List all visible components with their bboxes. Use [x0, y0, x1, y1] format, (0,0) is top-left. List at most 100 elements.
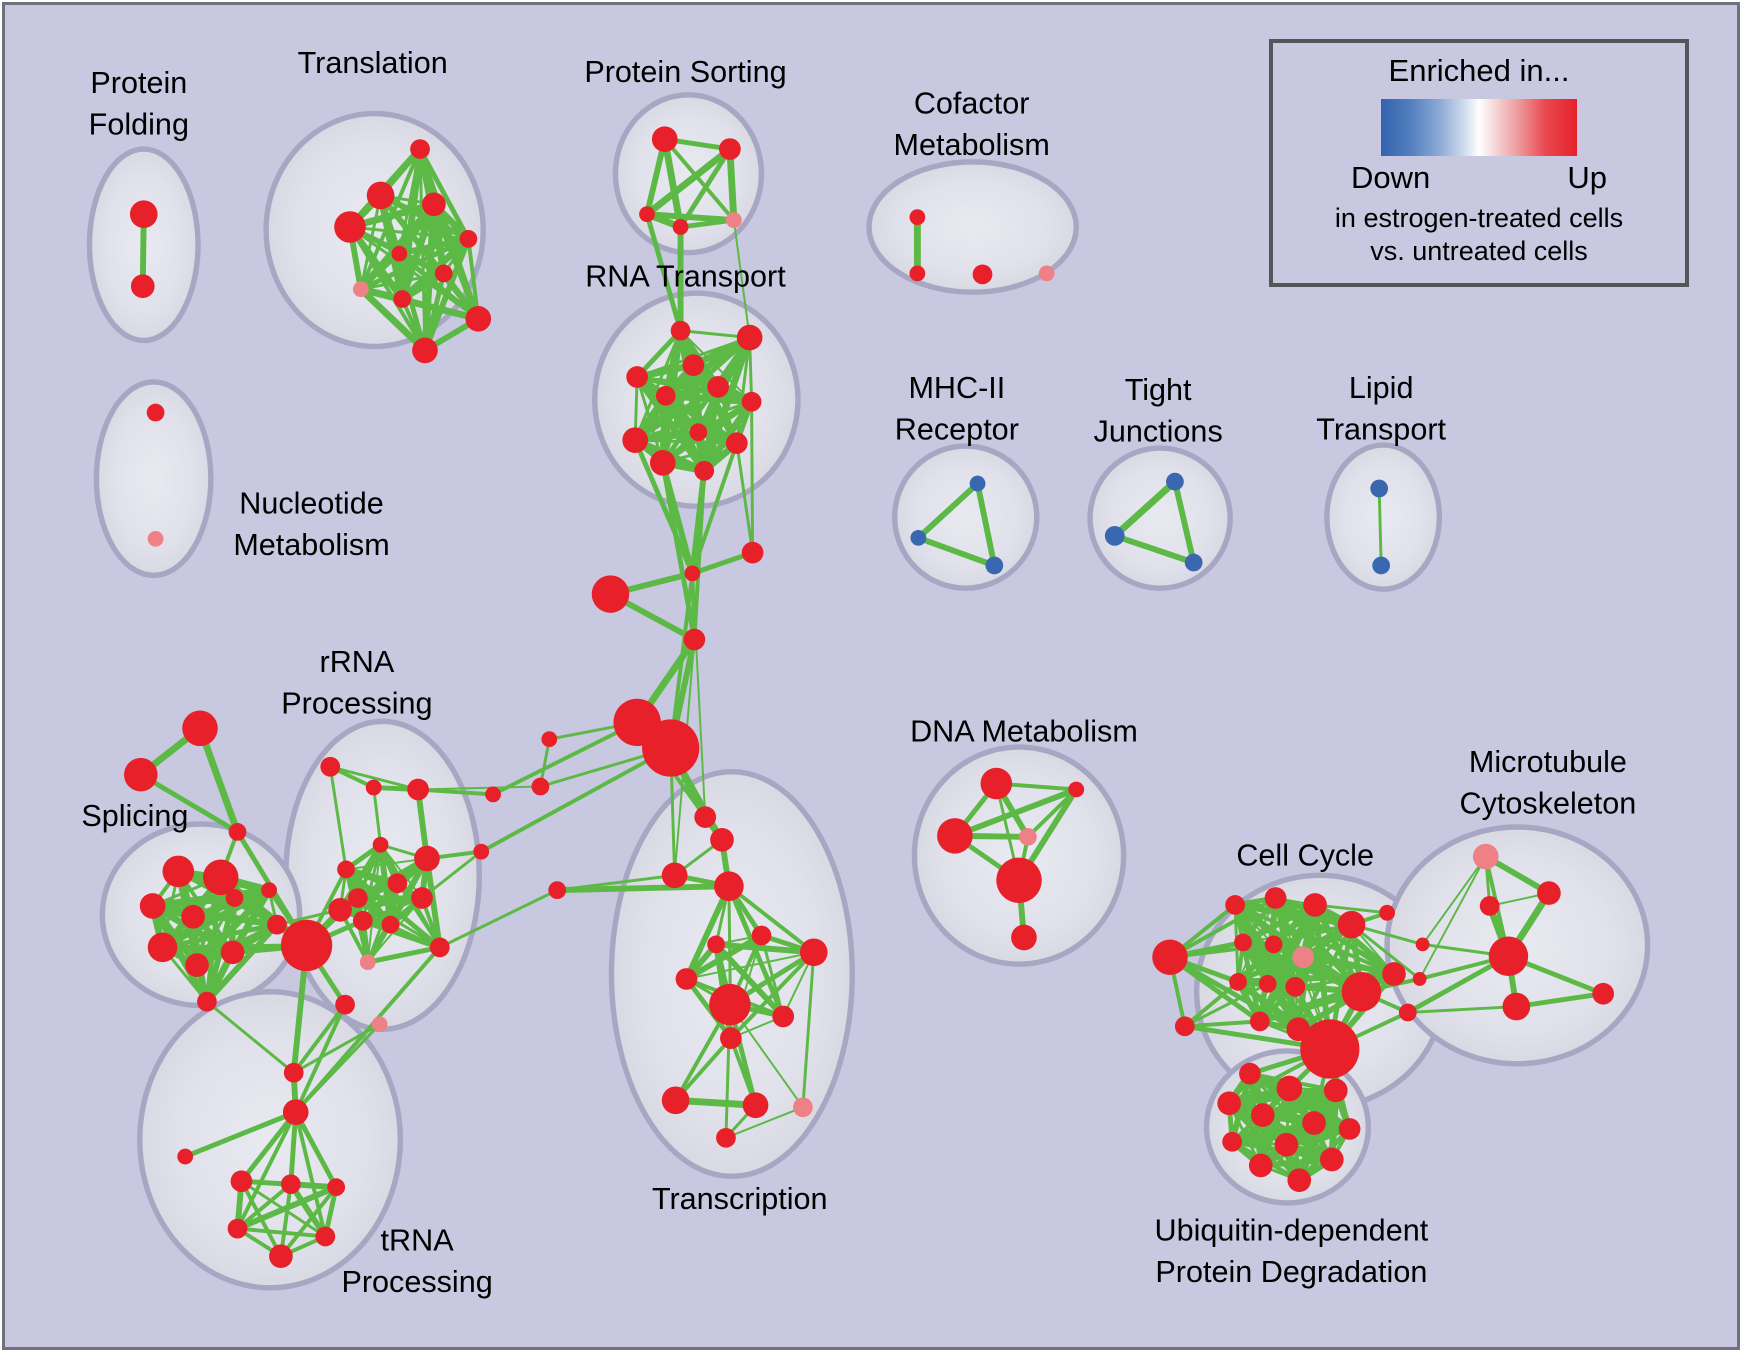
cluster-label-ubiquitin-degradation: Protein Degradation: [1155, 1255, 1427, 1289]
legend-caption-line1: in estrogen-treated cells: [1334, 203, 1624, 233]
network-edge: [1237, 956, 1305, 983]
cluster-label-cofactor-metabolism: Metabolism: [893, 128, 1049, 162]
network-node-u0: [1239, 1062, 1261, 1085]
network-edge: [724, 1003, 732, 1140]
network-edge: [293, 1109, 339, 1190]
network-node-rt11: [694, 460, 715, 481]
network-edge: [683, 883, 732, 982]
network-node-q6: [1234, 933, 1252, 952]
network-node-rt4: [707, 376, 729, 398]
network-node-mh0: [969, 475, 986, 492]
network-node-x2: [228, 823, 247, 841]
cluster-label-microtubule-cytoskeleton: Cytoskeleton: [1460, 786, 1637, 820]
network-edge: [438, 888, 559, 949]
network-node-s8: [261, 882, 277, 899]
legend-title: Enriched in...: [1388, 53, 1570, 88]
network-edge: [1421, 855, 1487, 946]
network-edge: [491, 720, 640, 797]
network-node-tj2: [1184, 553, 1203, 572]
network-node-r1: [365, 779, 382, 796]
network-node-t7: [352, 281, 369, 298]
network-node-c3: [683, 628, 706, 651]
network-node-rt1: [736, 324, 763, 351]
network-edge: [423, 855, 443, 951]
network-node-qH2: [1341, 972, 1382, 1012]
network-edge: [160, 922, 280, 950]
network-node-ps3: [672, 219, 689, 235]
network-edge: [713, 941, 817, 956]
legend: Enriched in... Down Up in estrogen-treat…: [1269, 39, 1689, 287]
network-node-t10: [412, 337, 438, 364]
network-edge: [1377, 487, 1383, 567]
cluster-label-dna-metabolism: DNA Metabolism: [910, 714, 1138, 748]
network-node-u6: [1222, 1131, 1243, 1152]
network-edge: [466, 236, 481, 321]
network-node-q8: [1292, 946, 1315, 969]
network-edge: [1182, 979, 1241, 1029]
network-edge: [662, 137, 736, 223]
network-node-lt0: [1370, 479, 1389, 498]
cluster-label-transcription: Transcription: [652, 1182, 828, 1216]
network-edge: [644, 211, 737, 224]
network-node-g0: [283, 1062, 304, 1083]
network-node-m0: [1472, 843, 1499, 870]
network-node-q15: [1398, 1003, 1417, 1022]
network-edge: [673, 1036, 733, 1103]
network-node-ps1: [719, 138, 741, 160]
network-node-ps4: [725, 212, 742, 229]
legend-caption-line2: vs. untreated cells: [1370, 236, 1588, 266]
network-node-t8: [393, 290, 412, 308]
network-node-t4: [459, 229, 478, 248]
network-node-u11: [1287, 1168, 1312, 1193]
network-node-s3: [181, 904, 205, 929]
network-node-t6: [434, 264, 453, 283]
network-edge: [668, 571, 695, 751]
network-node-tr9: [772, 1005, 795, 1028]
network-node-nm1: [147, 530, 164, 547]
network-edge: [726, 145, 738, 224]
network-edge: [1111, 478, 1179, 540]
network-edge: [365, 944, 443, 965]
network-node-d0: [980, 767, 1013, 800]
network-node-tr1: [710, 827, 734, 852]
network-node-q9: [1229, 973, 1247, 991]
network-node-r3: [372, 836, 389, 853]
network-edge: [750, 400, 755, 555]
network-node-s10: [197, 991, 217, 1012]
network-edge: [801, 950, 816, 1109]
network-node-q12: [1379, 904, 1395, 921]
network-node-t2: [422, 192, 446, 217]
network-nodes-layer: [124, 126, 1615, 1269]
network-edge: [278, 1185, 339, 1259]
network-node-q16: [1249, 1011, 1270, 1032]
cluster-ellipse-mhc-ii-receptor: [891, 443, 1040, 591]
cluster-ellipse-protein-sorting: [612, 92, 765, 256]
network-node-H1: [280, 919, 333, 972]
network-node-s0: [162, 855, 195, 888]
network-node-tj0: [1166, 472, 1184, 491]
network-node-c2: [741, 541, 764, 564]
network-edge: [1242, 923, 1353, 944]
network-edge: [974, 480, 998, 569]
network-node-m1: [1537, 881, 1561, 905]
legend-down-label: Down: [1351, 160, 1431, 195]
network-node-ps2: [639, 206, 655, 223]
network-edge: [728, 1003, 804, 1109]
network-node-q0: [1152, 939, 1188, 975]
network-node-q13: [1415, 937, 1430, 952]
network-edge: [422, 270, 447, 353]
network-node-rt7: [622, 427, 648, 453]
network-edge: [420, 850, 483, 900]
network-node-r12: [429, 937, 450, 958]
network-node-f1: [531, 777, 550, 796]
network-node-q11: [1285, 976, 1306, 997]
network-node-d5: [1011, 924, 1037, 951]
network-edge: [724, 1106, 804, 1139]
network-edge: [1257, 1156, 1335, 1169]
network-node-r2: [407, 778, 429, 801]
network-node-rt10: [649, 450, 676, 476]
network-node-r4: [337, 860, 355, 879]
network-node-q4: [1303, 893, 1327, 917]
network-edge: [683, 932, 765, 982]
